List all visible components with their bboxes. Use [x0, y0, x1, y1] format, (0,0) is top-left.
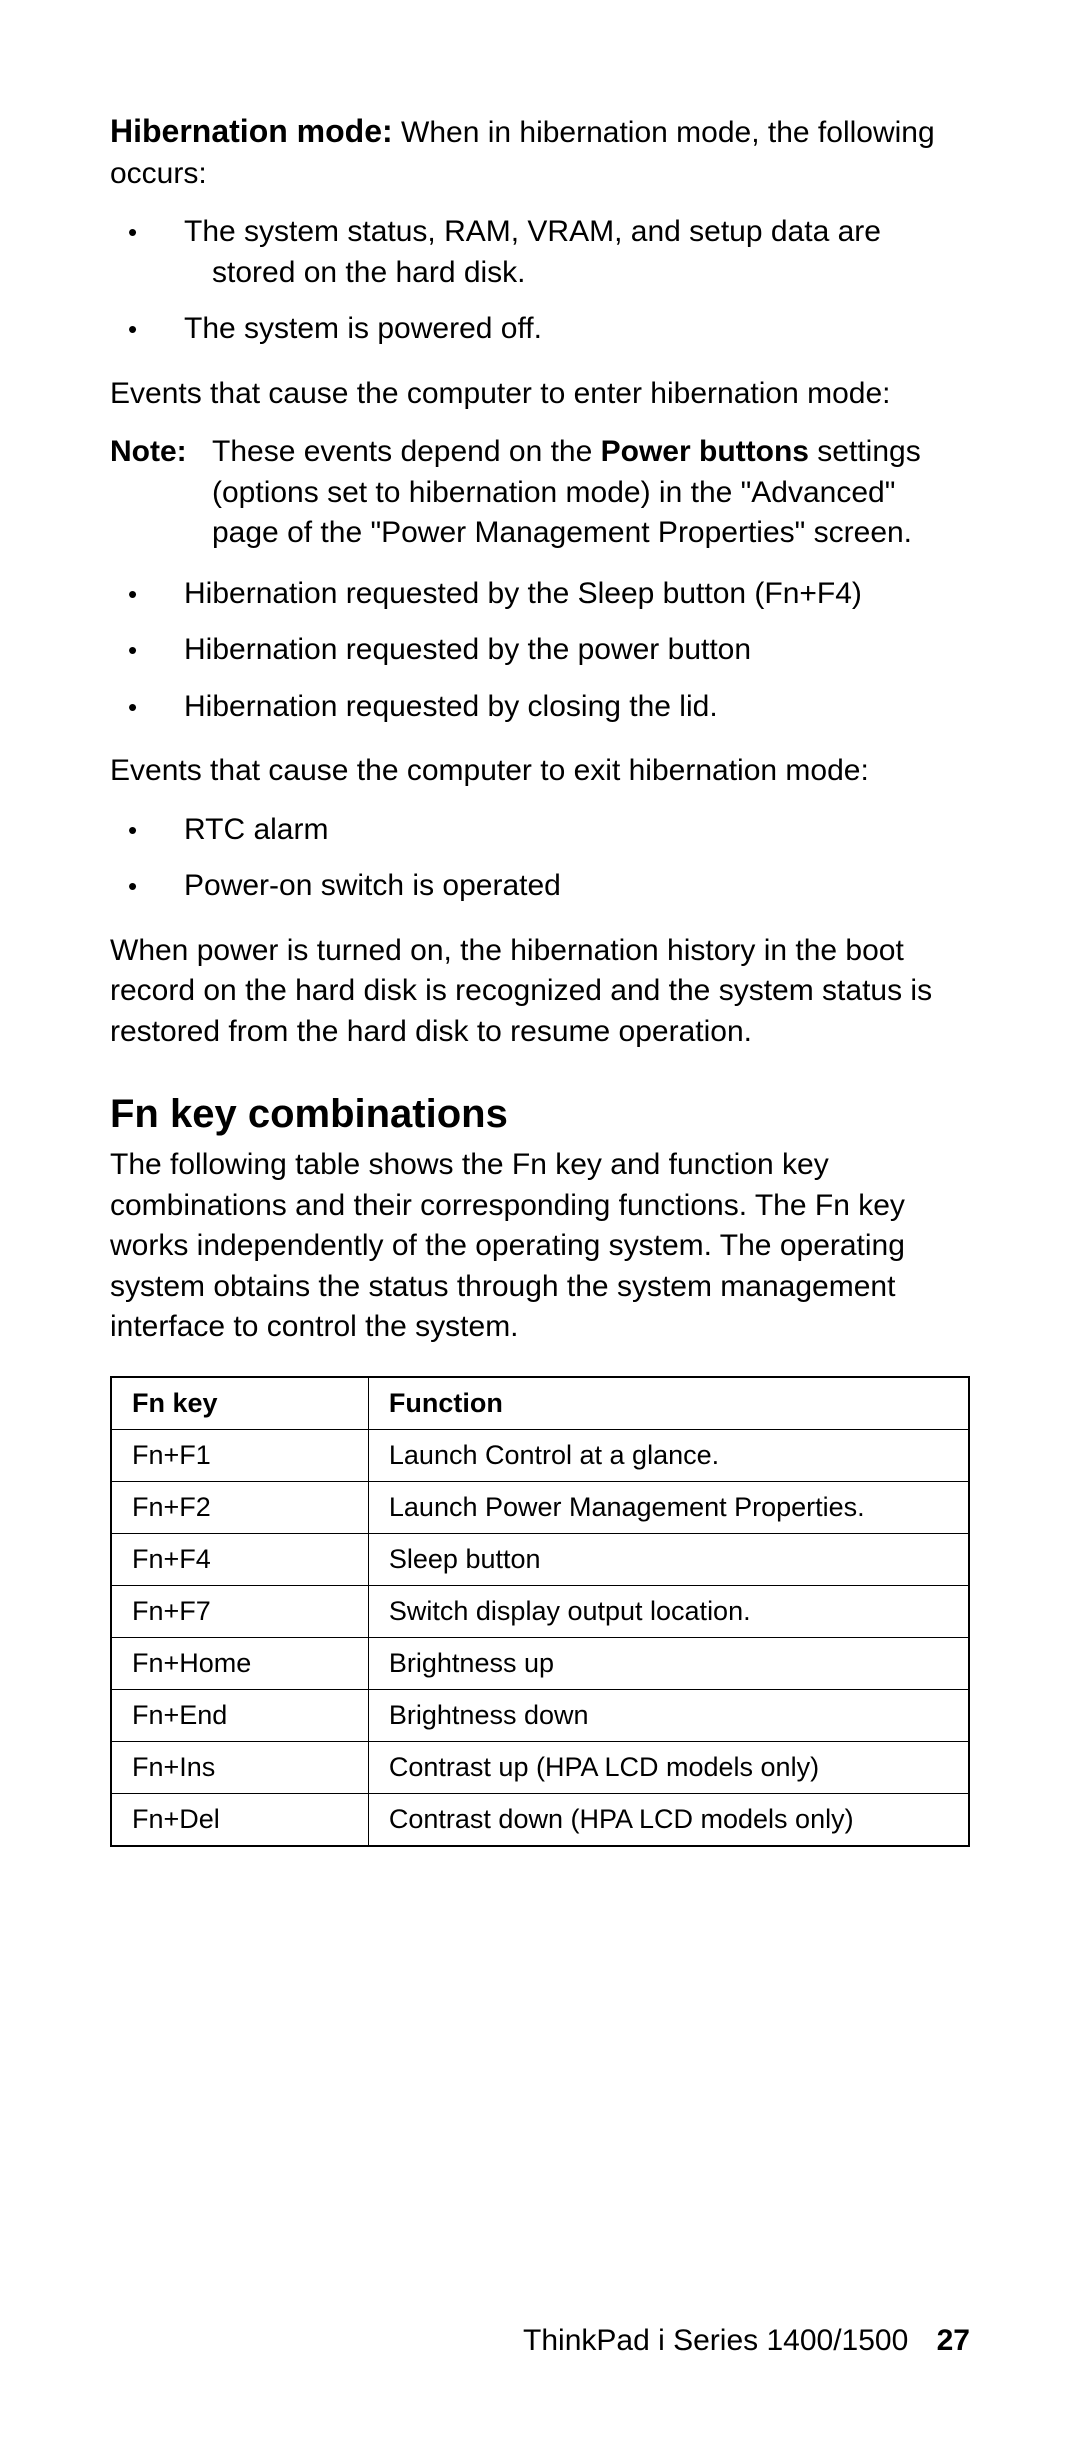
table-row: Fn+Home Brightness up — [111, 1637, 969, 1689]
hibernation-intro: Hibernation mode: When in hibernation mo… — [110, 110, 970, 194]
table-row: Fn+F1 Launch Control at a glance. — [111, 1429, 969, 1481]
enter-events-intro: Events that cause the computer to enter … — [110, 374, 970, 415]
table-header-row: Fn key Function — [111, 1377, 969, 1430]
table-cell: Brightness up — [368, 1637, 969, 1689]
table-cell: Fn+Ins — [111, 1741, 368, 1793]
list-item: The system is powered off. — [138, 309, 970, 350]
note-label: Note: — [110, 432, 212, 554]
table-cell: Sleep button — [368, 1533, 969, 1585]
list-item: The system status, RAM, VRAM, and setup … — [138, 212, 970, 293]
fn-key-table: Fn key Function Fn+F1 Launch Control at … — [110, 1376, 970, 1847]
table-cell: Fn+Del — [111, 1793, 368, 1846]
document-page: Hibernation mode: When in hibernation mo… — [0, 0, 1080, 2448]
table-row: Fn+F4 Sleep button — [111, 1533, 969, 1585]
table-cell: Launch Control at a glance. — [368, 1429, 969, 1481]
exit-events-list: RTC alarm Power-on switch is operated — [110, 810, 970, 907]
table-row: Fn+Ins Contrast up (HPA LCD models only) — [111, 1741, 969, 1793]
list-item: Hibernation requested by the Sleep butto… — [138, 574, 970, 615]
note-body-bold: Power buttons — [601, 435, 809, 468]
table-cell: Fn+End — [111, 1689, 368, 1741]
table-row: Fn+End Brightness down — [111, 1689, 969, 1741]
list-item: Hibernation requested by the power butto… — [138, 630, 970, 671]
table-cell: Launch Power Management Properties. — [368, 1481, 969, 1533]
table-header-cell: Fn key — [111, 1377, 368, 1430]
table-cell: Fn+F7 — [111, 1585, 368, 1637]
table-header-cell: Function — [368, 1377, 969, 1430]
table-cell: Brightness down — [368, 1689, 969, 1741]
note-body: These events depend on the Power buttons… — [212, 432, 970, 554]
table-row: Fn+Del Contrast down (HPA LCD models onl… — [111, 1793, 969, 1846]
note-block: Note: These events depend on the Power b… — [110, 432, 970, 554]
list-item: RTC alarm — [138, 810, 970, 851]
table-cell: Fn+F1 — [111, 1429, 368, 1481]
table-cell: Contrast down (HPA LCD models only) — [368, 1793, 969, 1846]
fn-key-heading: Fn key combinations — [110, 1092, 970, 1137]
footer-page-number: 27 — [937, 2324, 970, 2357]
list-item: Power-on switch is operated — [138, 866, 970, 907]
hibernation-run-in: Hibernation mode: — [110, 113, 393, 149]
fn-key-intro: The following table shows the Fn key and… — [110, 1145, 970, 1348]
enter-events-list: Hibernation requested by the Sleep butto… — [110, 574, 970, 728]
table-row: Fn+F7 Switch display output location. — [111, 1585, 969, 1637]
table-cell: Fn+F4 — [111, 1533, 368, 1585]
table-cell: Contrast up (HPA LCD models only) — [368, 1741, 969, 1793]
page-footer: ThinkPad i Series 1400/1500 27 — [523, 2324, 970, 2358]
list-item: Hibernation requested by closing the lid… — [138, 687, 970, 728]
closing-paragraph: When power is turned on, the hibernation… — [110, 931, 970, 1053]
footer-product: ThinkPad i Series 1400/1500 — [523, 2324, 908, 2357]
note-body-pre: These events depend on the — [212, 435, 601, 468]
table-cell: Fn+Home — [111, 1637, 368, 1689]
table-cell: Switch display output location. — [368, 1585, 969, 1637]
hibernation-occurs-list: The system status, RAM, VRAM, and setup … — [110, 212, 970, 350]
table-row: Fn+F2 Launch Power Management Properties… — [111, 1481, 969, 1533]
exit-events-intro: Events that cause the computer to exit h… — [110, 751, 970, 792]
table-cell: Fn+F2 — [111, 1481, 368, 1533]
